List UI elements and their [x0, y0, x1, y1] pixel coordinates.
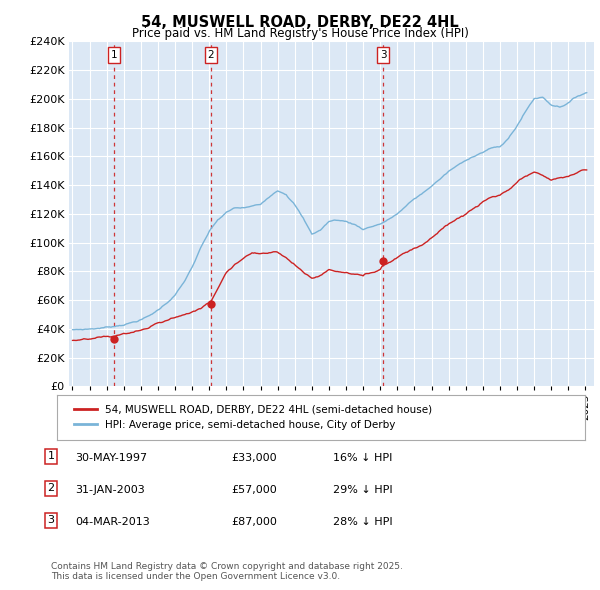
- Text: 1: 1: [110, 50, 117, 60]
- Text: 54, MUSWELL ROAD, DERBY, DE22 4HL: 54, MUSWELL ROAD, DERBY, DE22 4HL: [141, 15, 459, 30]
- Text: Contains HM Land Registry data © Crown copyright and database right 2025.
This d: Contains HM Land Registry data © Crown c…: [51, 562, 403, 581]
- Text: 1: 1: [47, 451, 55, 461]
- Text: £33,000: £33,000: [231, 453, 277, 463]
- Text: 29% ↓ HPI: 29% ↓ HPI: [333, 485, 392, 495]
- Text: 04-MAR-2013: 04-MAR-2013: [75, 517, 150, 527]
- Text: £87,000: £87,000: [231, 517, 277, 527]
- Text: 2: 2: [208, 50, 214, 60]
- Text: 16% ↓ HPI: 16% ↓ HPI: [333, 453, 392, 463]
- Text: 3: 3: [47, 515, 55, 525]
- Text: 30-MAY-1997: 30-MAY-1997: [75, 453, 147, 463]
- Text: Price paid vs. HM Land Registry's House Price Index (HPI): Price paid vs. HM Land Registry's House …: [131, 27, 469, 40]
- Text: 31-JAN-2003: 31-JAN-2003: [75, 485, 145, 495]
- Text: £57,000: £57,000: [231, 485, 277, 495]
- Text: 3: 3: [380, 50, 386, 60]
- Legend: 54, MUSWELL ROAD, DERBY, DE22 4HL (semi-detached house), HPI: Average price, sem: 54, MUSWELL ROAD, DERBY, DE22 4HL (semi-…: [67, 399, 439, 436]
- Text: 2: 2: [47, 483, 55, 493]
- Text: 28% ↓ HPI: 28% ↓ HPI: [333, 517, 392, 527]
